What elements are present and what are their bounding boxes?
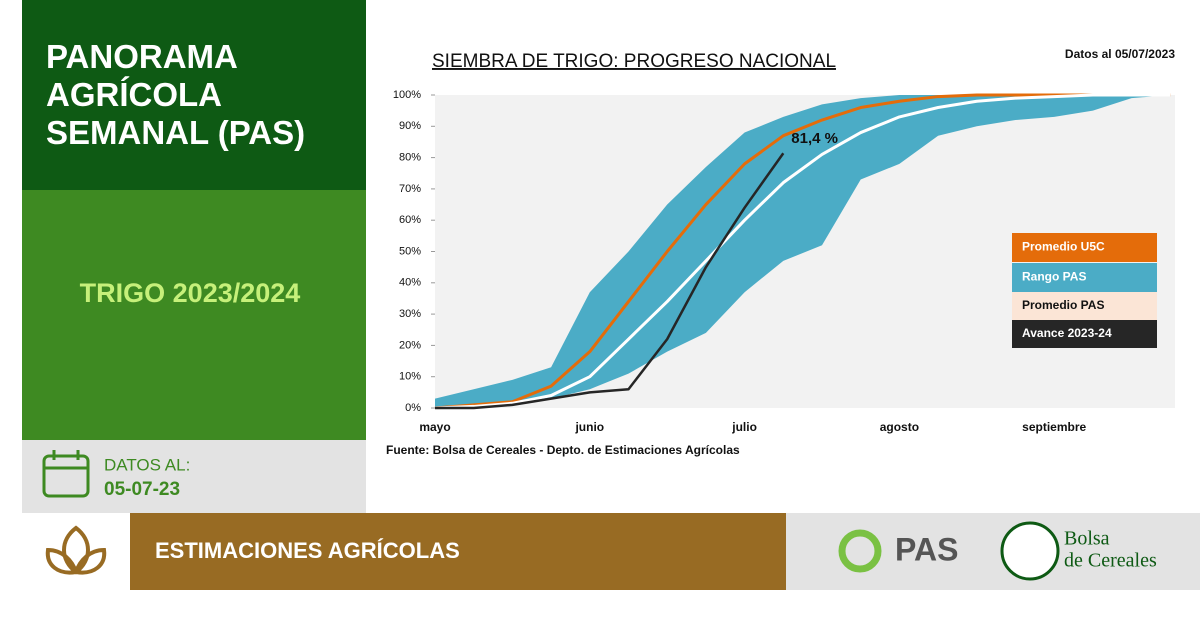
leaf-icon	[45, 525, 107, 575]
date-label: DATOS AL:	[104, 455, 190, 474]
chart-subtitle: Datos al 05/07/2023	[1065, 47, 1175, 61]
date-panel	[22, 440, 366, 513]
legend-label: Promedio PAS	[1022, 298, 1104, 312]
title-box: PANORAMA AGRÍCOLA SEMANAL (PAS)	[46, 38, 306, 151]
pas-logo-mark	[838, 529, 882, 573]
x-tick-label: mayo	[419, 420, 450, 434]
y-tick-label: 30%	[399, 308, 421, 320]
legend-swatch	[1012, 320, 1157, 348]
bolsa-logo-2: de Cereales	[1064, 550, 1157, 572]
legend-label: Promedio U5C	[1022, 240, 1105, 254]
pas-logo: PAS	[895, 531, 958, 567]
logo-bar	[786, 513, 1200, 590]
x-tick-label: agosto	[880, 420, 919, 434]
x-tick-label: julio	[731, 420, 757, 434]
range-band	[435, 95, 1171, 408]
legend-swatch	[1012, 233, 1157, 262]
y-tick-label: 0%	[405, 402, 421, 414]
series-line	[435, 152, 785, 410]
date-value: 05-07-23	[104, 479, 180, 500]
y-tick-label: 40%	[399, 277, 421, 289]
chart-title: SIEMBRA DE TRIGO: PROGRESO NACIONAL	[432, 51, 836, 72]
crop-panel	[22, 190, 366, 440]
y-tick-label: 70%	[399, 183, 421, 195]
legend-label: Rango PAS	[1022, 270, 1086, 284]
y-tick-label: 100%	[393, 89, 421, 101]
y-tick-label: 60%	[399, 214, 421, 226]
legend-swatch	[1012, 263, 1157, 292]
title-panel	[22, 0, 366, 190]
plot: 0% 10% 20% 30% 40% 50% 60% 70% 80% 90% 100% mayo jun…	[393, 89, 1171, 434]
legend-swatch	[1012, 292, 1157, 320]
bolsa-seal	[1000, 521, 1060, 581]
section-label: ESTIMACIONES AGRÍCOLAS	[155, 538, 460, 563]
y-tick-label: 80%	[399, 152, 421, 164]
section-bar	[130, 513, 786, 590]
y-tick-label: 20%	[399, 339, 421, 351]
calendar-icon	[42, 450, 90, 498]
series-line	[434, 93, 1171, 410]
page-title: PANORAMA AGRÍCOLA SEMANAL (PAS)	[46, 38, 306, 151]
legend-label: Avance 2023-24	[1022, 326, 1112, 340]
series-line	[434, 93, 1171, 410]
x-tick-label: junio	[574, 420, 604, 434]
y-tick-label: 90%	[399, 120, 421, 132]
y-tick-label: 10%	[399, 371, 421, 383]
data-label: 81,4 %	[791, 130, 838, 147]
bolsa-logo-1: Bolsa	[1064, 528, 1110, 550]
crop-label: TRIGO 2023/2024	[80, 278, 301, 308]
x-tick-label: septiembre	[1022, 420, 1086, 434]
y-tick-label: 50%	[399, 245, 421, 257]
chart-source: Fuente: Bolsa de Cereales - Depto. de Es…	[386, 443, 740, 457]
